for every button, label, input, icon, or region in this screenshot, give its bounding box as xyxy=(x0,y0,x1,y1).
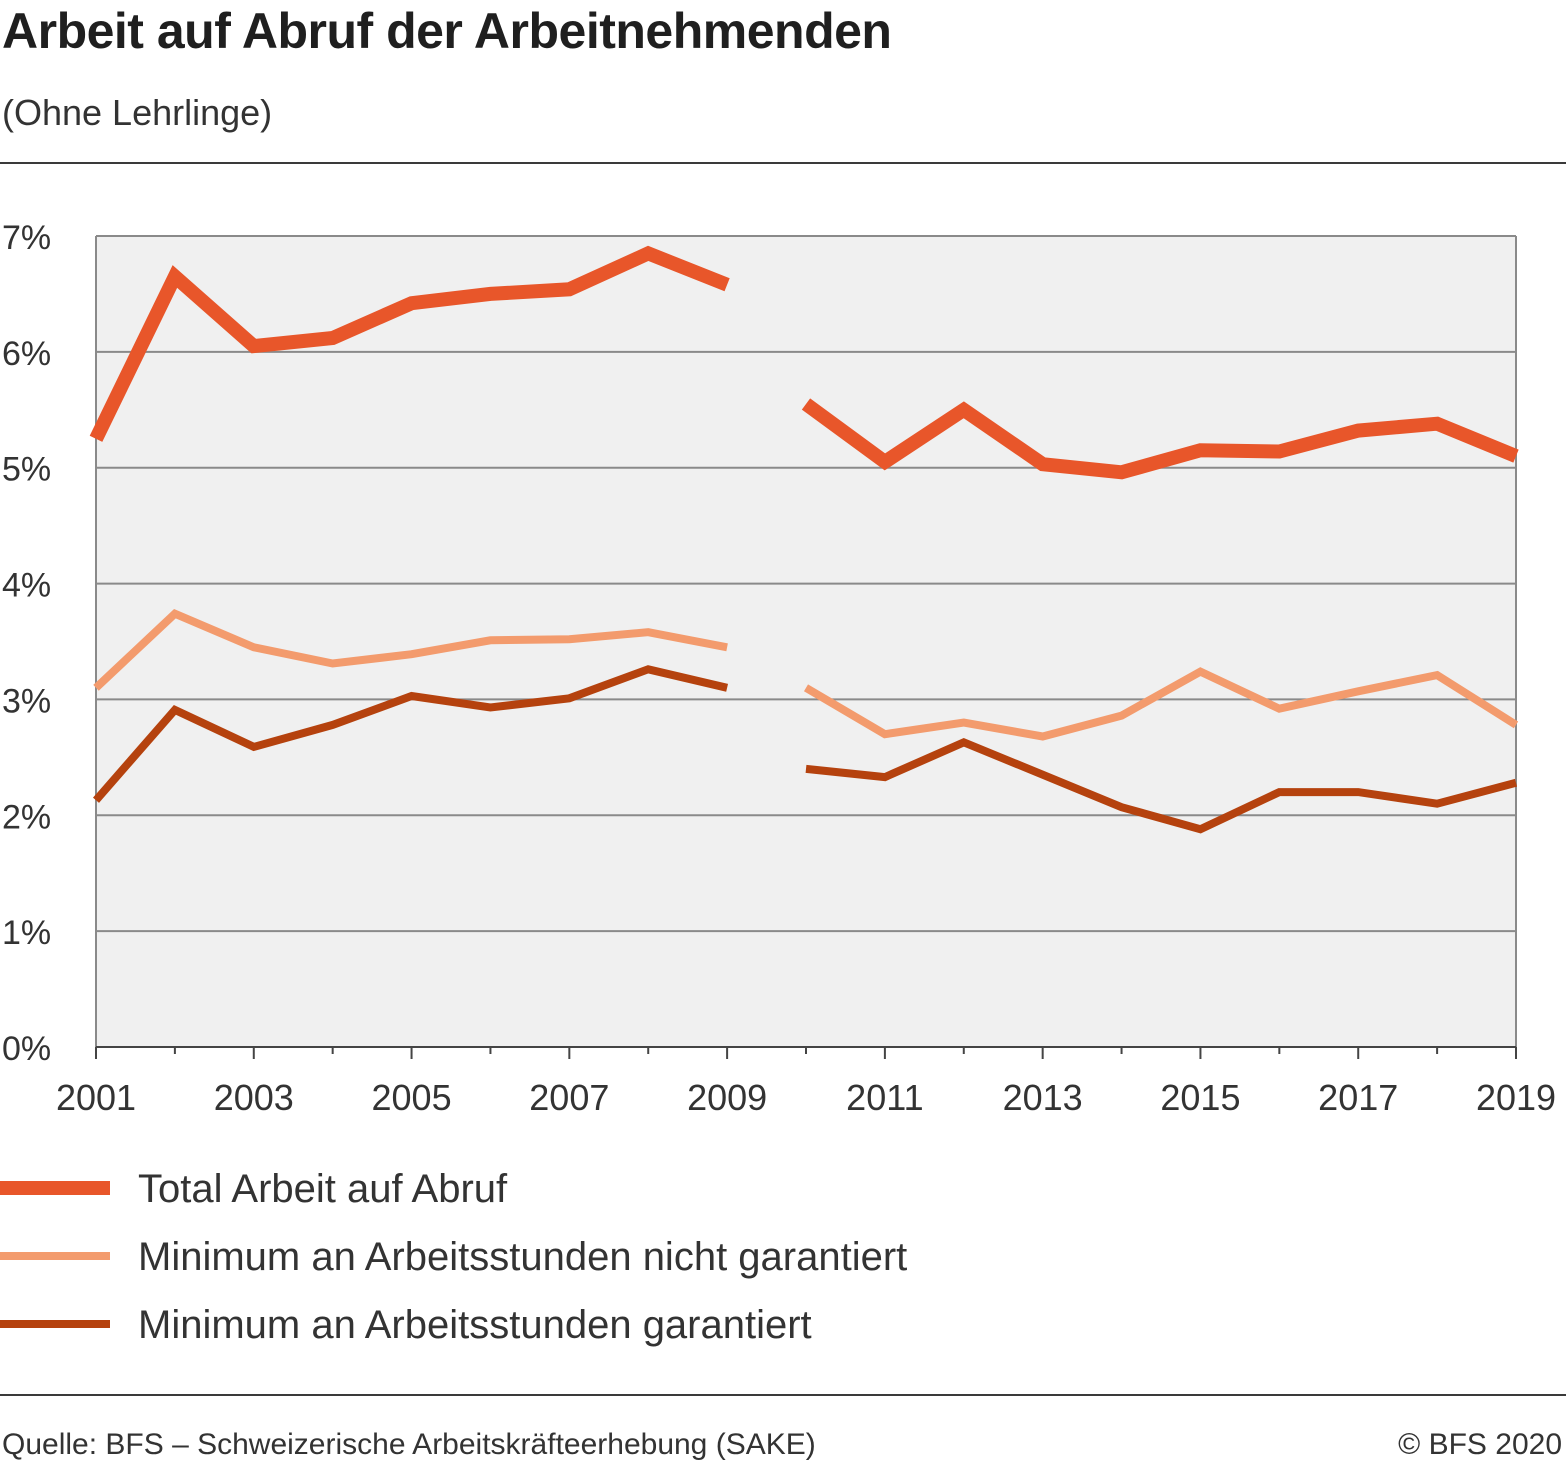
legend-label: Minimum an Arbeitsstunden nicht garantie… xyxy=(138,1235,907,1279)
y-tick-label: 4% xyxy=(2,567,51,605)
x-tick-label: 2007 xyxy=(529,1077,609,1118)
y-tick-label: 2% xyxy=(2,798,51,836)
legend: Total Arbeit auf Abruf Minimum an Arbeits… xyxy=(0,1167,907,1347)
x-tick-label: 2015 xyxy=(1160,1077,1240,1118)
x-tick-label: 2019 xyxy=(1476,1077,1556,1118)
y-tick-label: 1% xyxy=(2,914,51,952)
y-tick-label: 3% xyxy=(2,682,51,720)
series-line-3-part-2 xyxy=(805,737,1518,834)
chart-subtitle: (Ohne Lehrlinge) xyxy=(2,92,273,133)
series-line-2-part-2 xyxy=(803,667,1519,741)
series-line-2-part-1 xyxy=(93,608,728,691)
x-tick-label: 2011 xyxy=(846,1077,923,1118)
x-tick-label: 2017 xyxy=(1318,1077,1398,1118)
x-tick-label: 2003 xyxy=(214,1077,294,1118)
series-line-1-part-1 xyxy=(89,245,730,442)
series-line-1-part-2 xyxy=(801,398,1519,480)
bottom-divider xyxy=(0,1394,1566,1396)
legend-label: Minimum an Arbeitsstunden garantiert xyxy=(138,1303,812,1347)
line-chart: 0% 1% 2% 3% 4% 5% 6% 7% 2001 2003 2005 2007 2009 201… xyxy=(0,219,1556,1347)
y-tick-label: 0% xyxy=(2,1030,51,1068)
x-tick-label: 2013 xyxy=(1003,1077,1083,1118)
y-tick-label: 6% xyxy=(2,335,51,373)
chart-title: Arbeit auf Abruf der Arbeitnehmenden xyxy=(2,3,892,59)
x-tick-label: 2001 xyxy=(56,1077,136,1118)
x-tick-label: 2009 xyxy=(687,1077,767,1118)
x-axis: 2001 2003 2005 2007 2009 2011 2013 2015 2017 2019 xyxy=(56,1046,1556,1118)
y-axis-tick-labels: 0% 1% 2% 3% 4% 5% 6% 7% xyxy=(2,219,51,1068)
top-divider xyxy=(0,162,1566,164)
plot-area xyxy=(96,236,1516,1047)
copyright-note: © BFS 2020 xyxy=(1398,1428,1562,1461)
y-tick-label: 7% xyxy=(2,219,51,257)
x-tick-label: 2005 xyxy=(372,1077,452,1118)
series-lines xyxy=(89,245,1519,834)
source-note: Quelle: BFS – Schweizerische Arbeitskräf… xyxy=(2,1428,816,1461)
y-tick-label: 5% xyxy=(2,451,51,489)
series-line-3-part-1 xyxy=(92,665,729,803)
legend-label: Total Arbeit auf Abruf xyxy=(138,1167,508,1211)
grid-lines xyxy=(95,235,1517,1048)
